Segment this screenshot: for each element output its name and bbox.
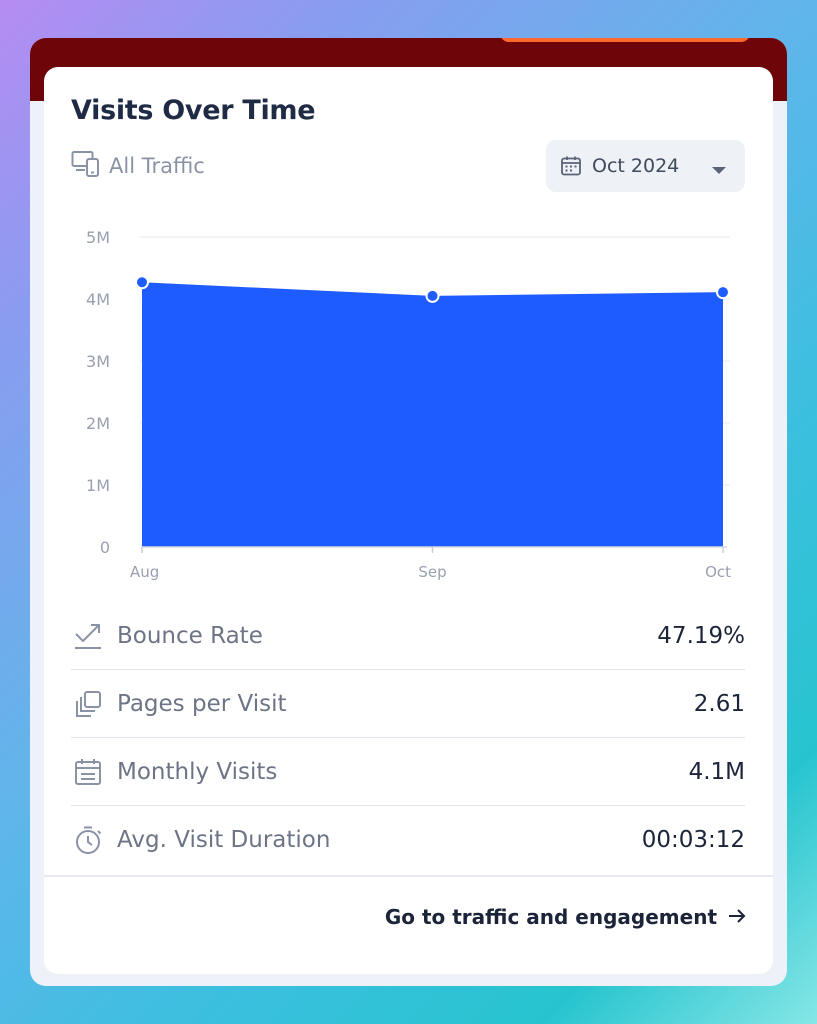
metric-label: Monthly Visits xyxy=(117,758,278,785)
metric-row-bounce-rate: Bounce Rate 47.19% xyxy=(71,602,745,670)
metric-label: Avg. Visit Duration xyxy=(117,826,331,853)
visits-chart: 0 1M 2M 3M 4M 5M Aug Sep Oct xyxy=(44,67,773,596)
y-tick-label: 0 xyxy=(100,538,110,557)
metric-value: 2.61 xyxy=(693,690,745,717)
traffic-engagement-link-label: Go to traffic and engagement xyxy=(384,905,717,929)
metric-row-monthly-visits: Monthly Visits 4.1M xyxy=(71,738,745,806)
metric-label: Pages per Visit xyxy=(117,690,287,717)
data-point xyxy=(135,275,149,290)
data-point xyxy=(425,288,440,303)
date-selector[interactable]: Oct 2024 xyxy=(546,140,745,192)
metrics-list: Bounce Rate 47.19% Pages per Visit 2.61 xyxy=(71,602,745,873)
x-tick-label: Aug xyxy=(130,563,159,581)
metric-value: 4.1M xyxy=(688,758,745,785)
stacked-pages-icon xyxy=(71,687,105,721)
calendar-icon xyxy=(71,755,105,789)
visits-chart-svg: 0 1M 2M 3M 4M 5M Aug Sep Oct xyxy=(86,228,731,581)
traffic-filter-label: All Traffic xyxy=(109,154,205,178)
x-tick-label: Sep xyxy=(418,563,446,581)
y-tick-label: 2M xyxy=(86,414,110,433)
y-tick-label: 3M xyxy=(86,352,110,371)
visits-card: Visits Over Time All Traffic xyxy=(44,67,773,974)
devices-icon xyxy=(71,150,101,183)
y-tick-label: 4M xyxy=(86,290,110,309)
arrow-right-icon xyxy=(727,905,747,929)
calendar-icon xyxy=(560,155,582,177)
metric-label: Bounce Rate xyxy=(117,622,263,649)
date-selector-label: Oct 2024 xyxy=(592,155,680,177)
metric-row-pages-per-visit: Pages per Visit 2.61 xyxy=(71,670,745,738)
metric-row-avg-visit-duration: Avg. Visit Duration 00:03:12 xyxy=(71,806,745,873)
trend-up-icon xyxy=(71,619,105,653)
area-series xyxy=(142,282,723,547)
traffic-engagement-link[interactable]: Go to traffic and engagement xyxy=(385,905,747,929)
y-tick-label: 5M xyxy=(86,228,110,247)
stopwatch-icon xyxy=(71,823,105,857)
card-title: Visits Over Time xyxy=(71,95,316,126)
data-point xyxy=(716,285,730,300)
x-tick-label: Oct xyxy=(705,563,731,581)
metric-value: 00:03:12 xyxy=(641,826,745,853)
metric-value: 47.19% xyxy=(657,622,745,649)
header-accent xyxy=(500,38,750,42)
chevron-down-icon xyxy=(711,159,727,181)
traffic-filter[interactable]: All Traffic xyxy=(71,150,205,183)
footer-divider xyxy=(44,875,773,877)
y-tick-label: 1M xyxy=(86,476,110,495)
